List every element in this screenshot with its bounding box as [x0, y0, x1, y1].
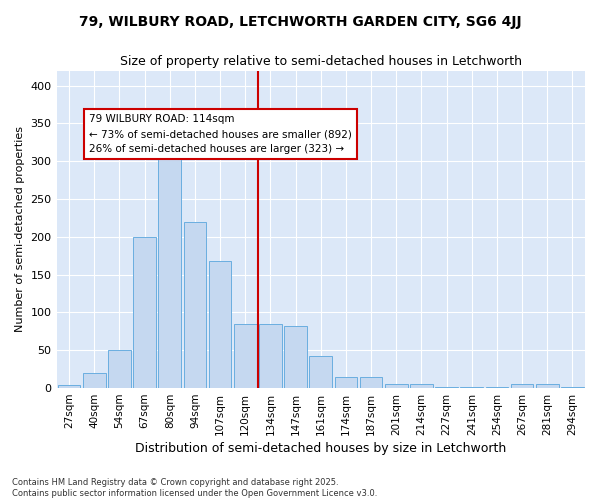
Bar	[511, 384, 533, 388]
Bar	[284, 326, 307, 388]
Bar	[310, 356, 332, 388]
Bar	[335, 376, 357, 388]
Bar	[360, 376, 382, 388]
Bar	[108, 350, 131, 388]
Text: 79, WILBURY ROAD, LETCHWORTH GARDEN CITY, SG6 4JJ: 79, WILBURY ROAD, LETCHWORTH GARDEN CITY…	[79, 15, 521, 29]
Bar	[259, 324, 282, 388]
Y-axis label: Number of semi-detached properties: Number of semi-detached properties	[15, 126, 25, 332]
Text: 79 WILBURY ROAD: 114sqm
← 73% of semi-detached houses are smaller (892)
26% of s: 79 WILBURY ROAD: 114sqm ← 73% of semi-de…	[89, 114, 352, 154]
Bar	[158, 144, 181, 388]
Bar	[83, 373, 106, 388]
X-axis label: Distribution of semi-detached houses by size in Letchworth: Distribution of semi-detached houses by …	[135, 442, 506, 455]
Bar	[58, 385, 80, 388]
Bar	[561, 386, 584, 388]
Bar	[410, 384, 433, 388]
Bar	[536, 384, 559, 388]
Bar	[385, 384, 407, 388]
Bar	[209, 261, 232, 388]
Bar	[460, 386, 483, 388]
Title: Size of property relative to semi-detached houses in Letchworth: Size of property relative to semi-detach…	[120, 55, 522, 68]
Bar	[184, 222, 206, 388]
Bar	[133, 237, 156, 388]
Bar	[234, 324, 257, 388]
Text: Contains HM Land Registry data © Crown copyright and database right 2025.
Contai: Contains HM Land Registry data © Crown c…	[12, 478, 377, 498]
Bar	[435, 386, 458, 388]
